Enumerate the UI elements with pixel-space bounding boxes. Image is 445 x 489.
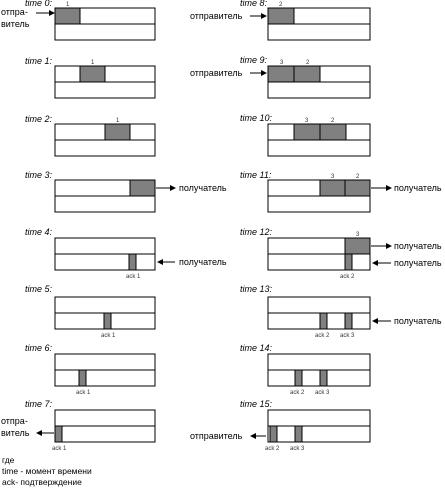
receiver-label: получатель <box>394 258 442 268</box>
ack-1 <box>78 369 87 387</box>
time-label: time 14: <box>240 343 273 353</box>
packet-1 <box>54 7 81 25</box>
time-label: time 5: <box>25 284 53 294</box>
ack-label: ack 2 <box>315 333 330 339</box>
ack-label: ack 1 <box>101 333 116 339</box>
receiver-label: получатель <box>179 257 227 267</box>
packet-number: 1 <box>116 118 120 124</box>
packet-3 <box>344 237 371 255</box>
packet-2 <box>293 65 321 83</box>
packet-2 <box>319 123 347 141</box>
ack-2 <box>344 253 353 271</box>
packet-number: 2 <box>306 60 310 66</box>
packet-3 <box>267 65 295 83</box>
packet-number: 3 <box>331 174 335 180</box>
legend-where: где <box>2 455 15 465</box>
ack-3 <box>294 425 303 443</box>
sender-label: отпра- <box>1 416 28 426</box>
legend-ack: ack- подтверждение <box>2 477 82 487</box>
receiver-label: получатель <box>394 316 442 326</box>
ack-3 <box>344 312 353 330</box>
receiver-label: получатель <box>179 183 227 193</box>
sender-label: отправитель <box>190 431 243 441</box>
packet-1 <box>79 65 106 83</box>
time-label: time 2: <box>25 114 53 124</box>
receiver-label: получатель <box>394 183 442 193</box>
legend-time: time - момент времени <box>2 466 92 476</box>
sender-label: витель <box>1 19 30 29</box>
ack-1 <box>54 425 63 443</box>
packet-3 <box>293 123 321 141</box>
packet-number: 2 <box>356 174 360 180</box>
ack-label: ack 2 <box>265 446 280 452</box>
packet-3 <box>319 179 346 197</box>
ack-label: ack 1 <box>76 390 91 396</box>
packet-number: 3 <box>356 232 360 238</box>
ack-label: ack 3 <box>340 333 355 339</box>
time-label: time 9: <box>240 55 268 65</box>
sender-label: витель <box>1 428 30 438</box>
packet-2 <box>344 179 371 197</box>
ack-label: ack 2 <box>340 274 355 280</box>
ack-label: ack 3 <box>290 446 305 452</box>
time-label: time 0: <box>25 0 53 8</box>
time-label: time 8: <box>240 0 268 8</box>
sender-label: отправитель <box>190 68 243 78</box>
sender-label: отправитель <box>190 11 243 21</box>
packet-number: 1 <box>91 60 95 66</box>
ack-1 <box>103 312 112 330</box>
packet-number: 2 <box>279 2 283 8</box>
time-label: time 7: <box>25 399 53 409</box>
time-label: time 3: <box>25 170 53 180</box>
sender-label: отпра- <box>1 7 28 17</box>
receiver-label: получатель <box>394 241 442 251</box>
packet-2 <box>267 7 295 25</box>
packet-1 <box>104 123 131 141</box>
ack-3 <box>319 369 328 387</box>
ack-label: ack 1 <box>126 274 141 280</box>
ack-2 <box>319 312 328 330</box>
ack-2 <box>269 425 278 443</box>
ack-label: ack 1 <box>52 446 67 452</box>
time-label: time 15: <box>240 399 273 409</box>
packet-number: 3 <box>280 60 284 66</box>
packet-number: 3 <box>305 118 309 124</box>
packet-1 <box>129 179 156 197</box>
time-label: time 10: <box>240 113 273 123</box>
time-label: time 13: <box>240 284 273 294</box>
time-label: time 11: <box>240 170 272 180</box>
time-label: time 1: <box>25 56 53 66</box>
time-label: time 12: <box>240 227 273 237</box>
packet-number: 1 <box>66 2 70 8</box>
packet-number: 2 <box>331 118 335 124</box>
ack-label: ack 2 <box>290 390 305 396</box>
ack-1 <box>128 253 137 271</box>
time-label: time 4: <box>25 227 53 237</box>
ack-2 <box>294 369 303 387</box>
ack-label: ack 3 <box>315 390 330 396</box>
time-label: time 6: <box>25 343 53 353</box>
